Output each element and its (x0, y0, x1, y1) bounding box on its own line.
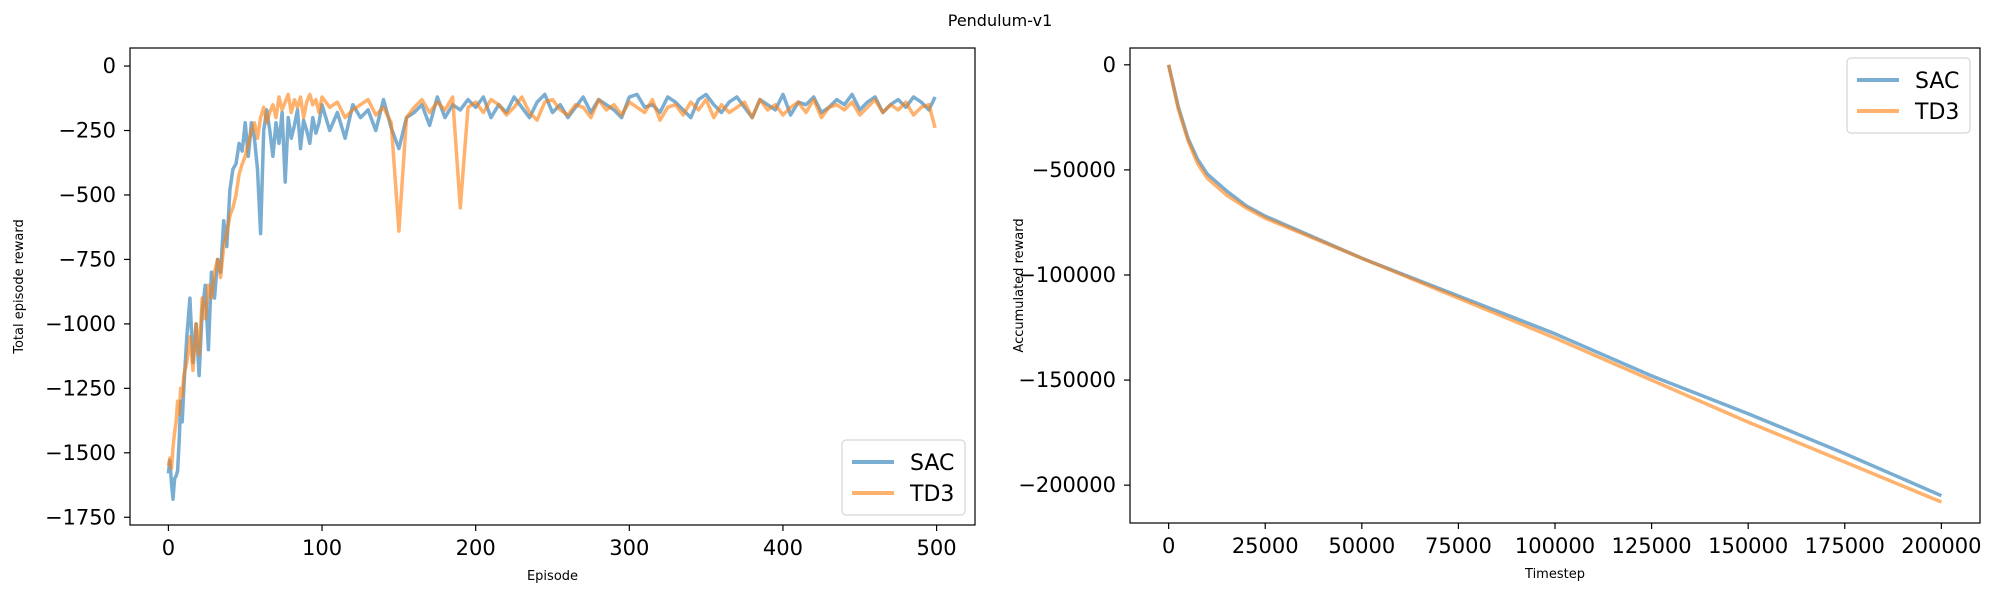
x-axis-label: Episode (527, 569, 578, 584)
series-line-td3 (166, 92, 937, 471)
x-tick-label: 75000 (1425, 534, 1492, 558)
y-tick-label: −1250 (45, 376, 116, 400)
x-tick-label: 200000 (1901, 534, 1981, 558)
y-tick-label: −500 (58, 183, 116, 207)
y-tick-label: −100000 (1018, 263, 1116, 287)
series-lines (166, 92, 937, 501)
axis-ticks: 0 25000 50000 75000 100000 125000 150000 175000… (1018, 53, 1981, 558)
x-tick-label: 500 (917, 536, 957, 560)
legend-td3-label: TD3 (1914, 100, 1959, 125)
x-tick-label: 200 (456, 536, 496, 560)
y-tick-label: 0 (1103, 53, 1116, 77)
x-tick-label: 150000 (1708, 534, 1788, 558)
x-tick-label: 0 (1162, 534, 1175, 558)
series-line-sac (1166, 64, 1943, 498)
y-tick-label: −200000 (1018, 473, 1116, 497)
episode-reward-chart: 0 100 200 300 400 500 0 −250 −500 −750 −1000 −1250 −… (12, 47, 976, 584)
y-tick-label: −1750 (45, 505, 116, 529)
y-tick-label: −1000 (45, 312, 116, 336)
accumulated-reward-chart: 0 25000 50000 75000 100000 125000 150000 175000… (1012, 47, 1981, 582)
x-tick-label: 175000 (1805, 534, 1885, 558)
y-tick-label: −50000 (1032, 158, 1116, 182)
x-tick-label: 50000 (1328, 534, 1395, 558)
series-line-td3 (1166, 64, 1943, 504)
legend-sac-label: SAC (1915, 69, 1959, 94)
x-axis-label: Timestep (1524, 567, 1585, 582)
series-lines (1166, 64, 1943, 504)
x-tick-label: 100 (302, 536, 342, 560)
legend-box (1846, 57, 1971, 134)
y-tick-label: −1500 (45, 441, 116, 465)
axis-ticks: 0 100 200 300 400 500 0 −250 −500 −750 −1000 −1250 −… (45, 54, 957, 560)
y-tick-label: 0 (103, 54, 116, 78)
x-tick-label: 0 (162, 536, 175, 560)
y-tick-label: −250 (58, 119, 116, 143)
figure-title: Pendulum-v1 (948, 11, 1053, 30)
y-axis-label: Accumulated reward (1012, 218, 1027, 352)
legend: SAC TD3 (1846, 57, 1971, 134)
y-tick-label: −150000 (1018, 368, 1116, 392)
x-tick-label: 25000 (1232, 534, 1299, 558)
plot-area-frame (129, 47, 976, 526)
x-tick-label: 100000 (1515, 534, 1595, 558)
legend-sac-label: SAC (910, 451, 954, 476)
y-axis-label: Total episode reward (12, 219, 27, 355)
legend: SAC TD3 (841, 439, 966, 516)
series-line-sac (166, 92, 937, 501)
y-tick-label: −750 (58, 247, 116, 271)
x-tick-label: 300 (609, 536, 649, 560)
legend-box (841, 439, 966, 516)
x-tick-label: 125000 (1612, 534, 1692, 558)
legend-td3-label: TD3 (909, 482, 954, 507)
x-tick-label: 400 (763, 536, 803, 560)
